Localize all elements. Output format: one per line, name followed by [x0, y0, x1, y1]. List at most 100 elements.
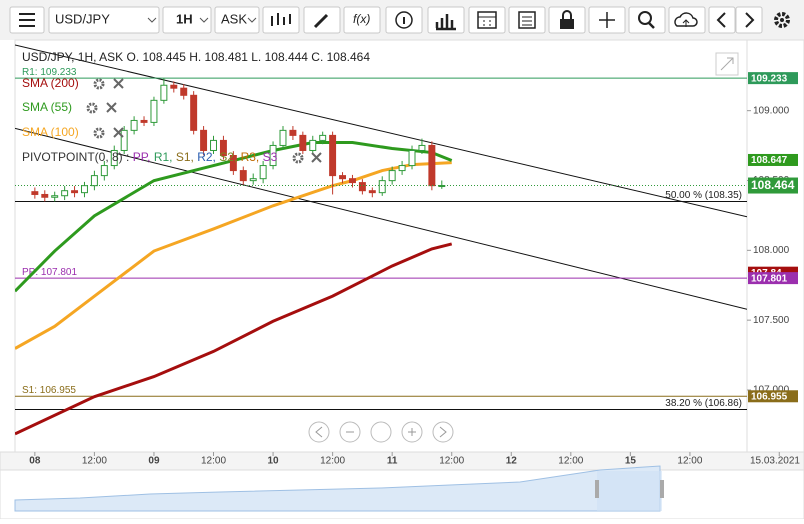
pan-right[interactable] [432, 421, 454, 443]
y-tick-label: 107.500 [753, 315, 790, 326]
candle-body [428, 144, 436, 187]
price-axis [746, 39, 804, 453]
candle-body [170, 84, 178, 89]
upload-button[interactable] [668, 6, 706, 34]
fib-label: 50.00 % (108.35) [665, 190, 742, 201]
volume-button[interactable] [427, 6, 465, 34]
candle-body [319, 134, 327, 141]
legend-icons[interactable] [86, 78, 322, 164]
candle-body [41, 193, 49, 198]
x-tick-label: 12 [506, 456, 518, 467]
price-label-bg [748, 390, 798, 403]
candle-body [348, 178, 356, 184]
candle-body [81, 185, 88, 194]
x-tick-label: 12:00 [201, 456, 226, 467]
pivot-item: R3, [241, 150, 263, 164]
y-tick-label: 107.000 [753, 385, 790, 396]
legend-header: USD/JPY, 1H, ASK O. 108.445 H. 108.481 L… [22, 50, 370, 64]
x-tick-label: 15 [625, 456, 637, 467]
candle-body [398, 165, 406, 172]
crosshair-button[interactable] [588, 6, 626, 34]
settings-button[interactable] [774, 12, 790, 28]
price-label: 108.647 [751, 155, 788, 166]
candle-body [388, 170, 396, 182]
candle-body [329, 134, 337, 177]
x-tick-label: 12:00 [558, 456, 583, 467]
side-button[interactable]: ASK [214, 6, 260, 34]
expand-button[interactable] [715, 52, 739, 76]
x-tick-label: 11 [387, 456, 398, 467]
pan-left[interactable] [308, 421, 330, 443]
back-button[interactable] [708, 6, 736, 34]
price-label: 108.464 [751, 178, 795, 192]
pivot-label: PP: 107.801 [22, 267, 77, 278]
candle-body [239, 170, 247, 182]
trendline [15, 127, 747, 310]
candle-body [190, 94, 198, 131]
candle-body [61, 190, 69, 197]
candle-body [378, 180, 386, 194]
sma-line [15, 242, 453, 436]
candle-body [31, 191, 39, 195]
trendline [15, 44, 747, 218]
candle-body [219, 139, 227, 156]
pivot-item: S2, [219, 150, 240, 164]
y-tick-label: 109.000 [753, 105, 790, 116]
pivot-item: PP, [133, 150, 154, 164]
interval-button[interactable]: 1H [162, 6, 212, 34]
candle-body [130, 119, 138, 131]
pivot-item: R1, [154, 150, 176, 164]
fx: f(x) [353, 12, 370, 26]
x-tick-label: 12:00 [677, 456, 702, 467]
news-button[interactable] [508, 6, 546, 34]
price-label-bg [748, 153, 798, 166]
reset[interactable] [370, 421, 392, 443]
price-label: 106.955 [751, 391, 788, 402]
candle-body [309, 139, 317, 151]
calendar-button[interactable] [468, 6, 506, 34]
fib-label: 38.20 % (106.86) [665, 398, 742, 409]
legend-sma200: SMA (200) [22, 76, 79, 90]
plot-area [14, 39, 748, 453]
candle-body [140, 119, 148, 123]
pivot-item: : [123, 150, 133, 164]
navigator [0, 465, 804, 520]
candle-body [339, 175, 347, 180]
nav-handle[interactable] [660, 480, 664, 498]
y-tick-label: 108.000 [753, 245, 790, 256]
candle-body [180, 87, 188, 96]
candle-body [110, 149, 118, 167]
price-label-bg [748, 177, 798, 194]
legend-sma55: SMA (55) [22, 100, 72, 114]
draw-button[interactable] [303, 6, 341, 34]
legend: USD/JPY, 1H, ASK O. 108.445 H. 108.481 L… [22, 50, 370, 164]
candle-body [150, 99, 158, 123]
pivot-item: S3 [263, 150, 278, 164]
chart-type-button[interactable] [262, 6, 300, 34]
price-label: 107.801 [751, 273, 788, 284]
x-tick-label: 12:00 [320, 456, 345, 467]
candle-body [418, 144, 426, 151]
nav-buttons [308, 421, 454, 443]
overlay: 109.000108.500108.000107.500107.0000812:… [29, 72, 800, 467]
forward-button[interactable] [735, 6, 763, 34]
toolbar: USD/JPY 1H ASK f(x) [0, 0, 804, 40]
menu-button[interactable] [9, 6, 45, 34]
pivot-item: S1, [176, 150, 197, 164]
zoom-button[interactable] [628, 6, 666, 34]
candle-body [358, 182, 366, 192]
candle-body [100, 165, 108, 177]
symbol-input[interactable]: USD/JPY [48, 6, 160, 34]
nav-handle[interactable] [595, 480, 599, 498]
candle-body [210, 139, 217, 151]
price-label-bg [748, 272, 798, 285]
pivot-label: S1: 106.955 [22, 385, 76, 396]
x-tick-label: 08 [29, 456, 41, 467]
indicator-button[interactable]: f(x) [343, 6, 381, 34]
info-button[interactable] [385, 6, 423, 34]
pivot-name: PIVOTPOINT(0, 8) [22, 150, 123, 164]
plot: R1: 109.233 PP: 107.801 S1: 106.955 50.00 %… [15, 44, 747, 436]
x-tick-label: 15.03.2021 [750, 456, 800, 467]
candle-body [120, 129, 128, 151]
lock-button[interactable] [548, 6, 586, 34]
